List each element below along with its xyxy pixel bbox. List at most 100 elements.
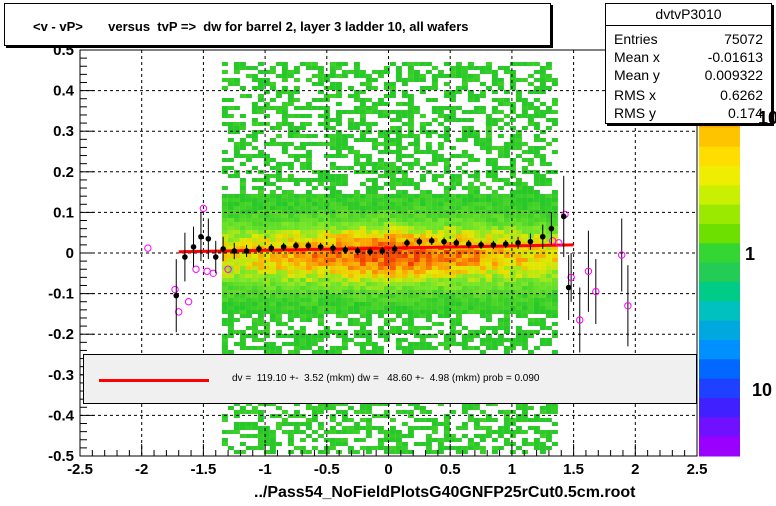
density-cell	[551, 218, 558, 222]
density-cell	[509, 206, 516, 210]
density-cell	[359, 206, 366, 210]
density-cell	[425, 134, 432, 138]
density-cell	[413, 162, 420, 166]
density-cell	[329, 86, 336, 90]
density-cell	[311, 310, 318, 314]
density-cell	[485, 298, 492, 302]
density-cell	[485, 338, 492, 342]
density-cell	[227, 262, 234, 266]
density-cell	[443, 202, 450, 206]
density-cell	[443, 226, 450, 230]
density-cell	[377, 74, 384, 78]
density-cell	[257, 322, 264, 326]
density-cell	[263, 326, 270, 330]
density-cell	[389, 318, 396, 322]
density-cell	[323, 106, 330, 110]
density-cell	[257, 230, 264, 234]
density-cell	[269, 202, 276, 206]
density-cell	[311, 294, 318, 298]
density-cell	[545, 342, 552, 346]
density-cell	[521, 102, 528, 106]
density-cell	[365, 178, 372, 182]
density-cell	[263, 218, 270, 222]
density-cell	[329, 186, 336, 190]
density-cell	[227, 286, 234, 290]
density-cell	[353, 98, 360, 102]
density-cell	[293, 238, 300, 242]
density-cell	[305, 298, 312, 302]
density-cell	[545, 230, 552, 234]
density-cell	[419, 310, 426, 314]
density-cell	[485, 138, 492, 142]
density-cell	[551, 270, 558, 274]
density-cell	[329, 254, 336, 258]
density-cell	[497, 86, 504, 90]
density-cell	[275, 266, 282, 270]
density-cell	[473, 218, 480, 222]
density-cell	[365, 78, 372, 82]
density-cell	[551, 234, 558, 238]
density-cell	[257, 218, 264, 222]
density-cell	[275, 74, 282, 78]
density-cell	[455, 182, 462, 186]
density-cell	[341, 334, 348, 338]
density-cell	[281, 262, 288, 266]
density-cell	[407, 430, 414, 434]
density-cell	[431, 258, 438, 262]
density-cell	[389, 258, 396, 262]
density-cell	[377, 134, 384, 138]
density-cell	[395, 78, 402, 82]
density-cell	[389, 182, 396, 186]
density-cell	[383, 250, 390, 254]
density-cell	[311, 222, 318, 226]
density-cell	[341, 222, 348, 226]
density-cell	[329, 266, 336, 270]
density-cell	[341, 138, 348, 142]
density-cell	[545, 282, 552, 286]
density-cell	[461, 86, 468, 90]
density-cell	[485, 246, 492, 250]
density-cell	[431, 270, 438, 274]
density-cell	[515, 326, 522, 330]
density-cell	[395, 266, 402, 270]
density-cell	[227, 254, 234, 258]
density-cell	[491, 98, 498, 102]
palette-swatch	[699, 398, 740, 418]
density-cell	[257, 298, 264, 302]
density-cell	[491, 118, 498, 122]
density-cell	[335, 146, 342, 150]
density-cell	[467, 418, 474, 422]
density-cell	[377, 314, 384, 318]
density-cell	[461, 126, 468, 130]
density-cell	[263, 278, 270, 282]
density-cell	[353, 106, 360, 110]
density-cell	[305, 402, 312, 406]
density-cell	[335, 218, 342, 222]
density-cell	[383, 66, 390, 70]
x-tick-label: 0	[384, 461, 392, 478]
density-cell	[383, 298, 390, 302]
density-cell	[539, 162, 546, 166]
density-cell	[263, 306, 270, 310]
density-cell	[305, 270, 312, 274]
density-cell	[527, 282, 534, 286]
density-cell	[263, 450, 270, 454]
density-cell	[413, 158, 420, 162]
density-cell	[479, 218, 486, 222]
density-cell	[449, 310, 456, 314]
density-cell	[491, 158, 498, 162]
density-cell	[293, 250, 300, 254]
density-cell	[299, 166, 306, 170]
density-cell	[383, 278, 390, 282]
density-cell	[221, 158, 228, 162]
density-cell	[473, 138, 480, 142]
density-cell	[539, 322, 546, 326]
density-cell	[407, 94, 414, 98]
x-tick-label: -2.5	[67, 461, 93, 478]
density-cell	[335, 226, 342, 230]
density-cell	[443, 90, 450, 94]
profile-points	[144, 175, 632, 353]
density-cell	[389, 306, 396, 310]
density-cell	[377, 174, 384, 178]
density-cell	[491, 214, 498, 218]
